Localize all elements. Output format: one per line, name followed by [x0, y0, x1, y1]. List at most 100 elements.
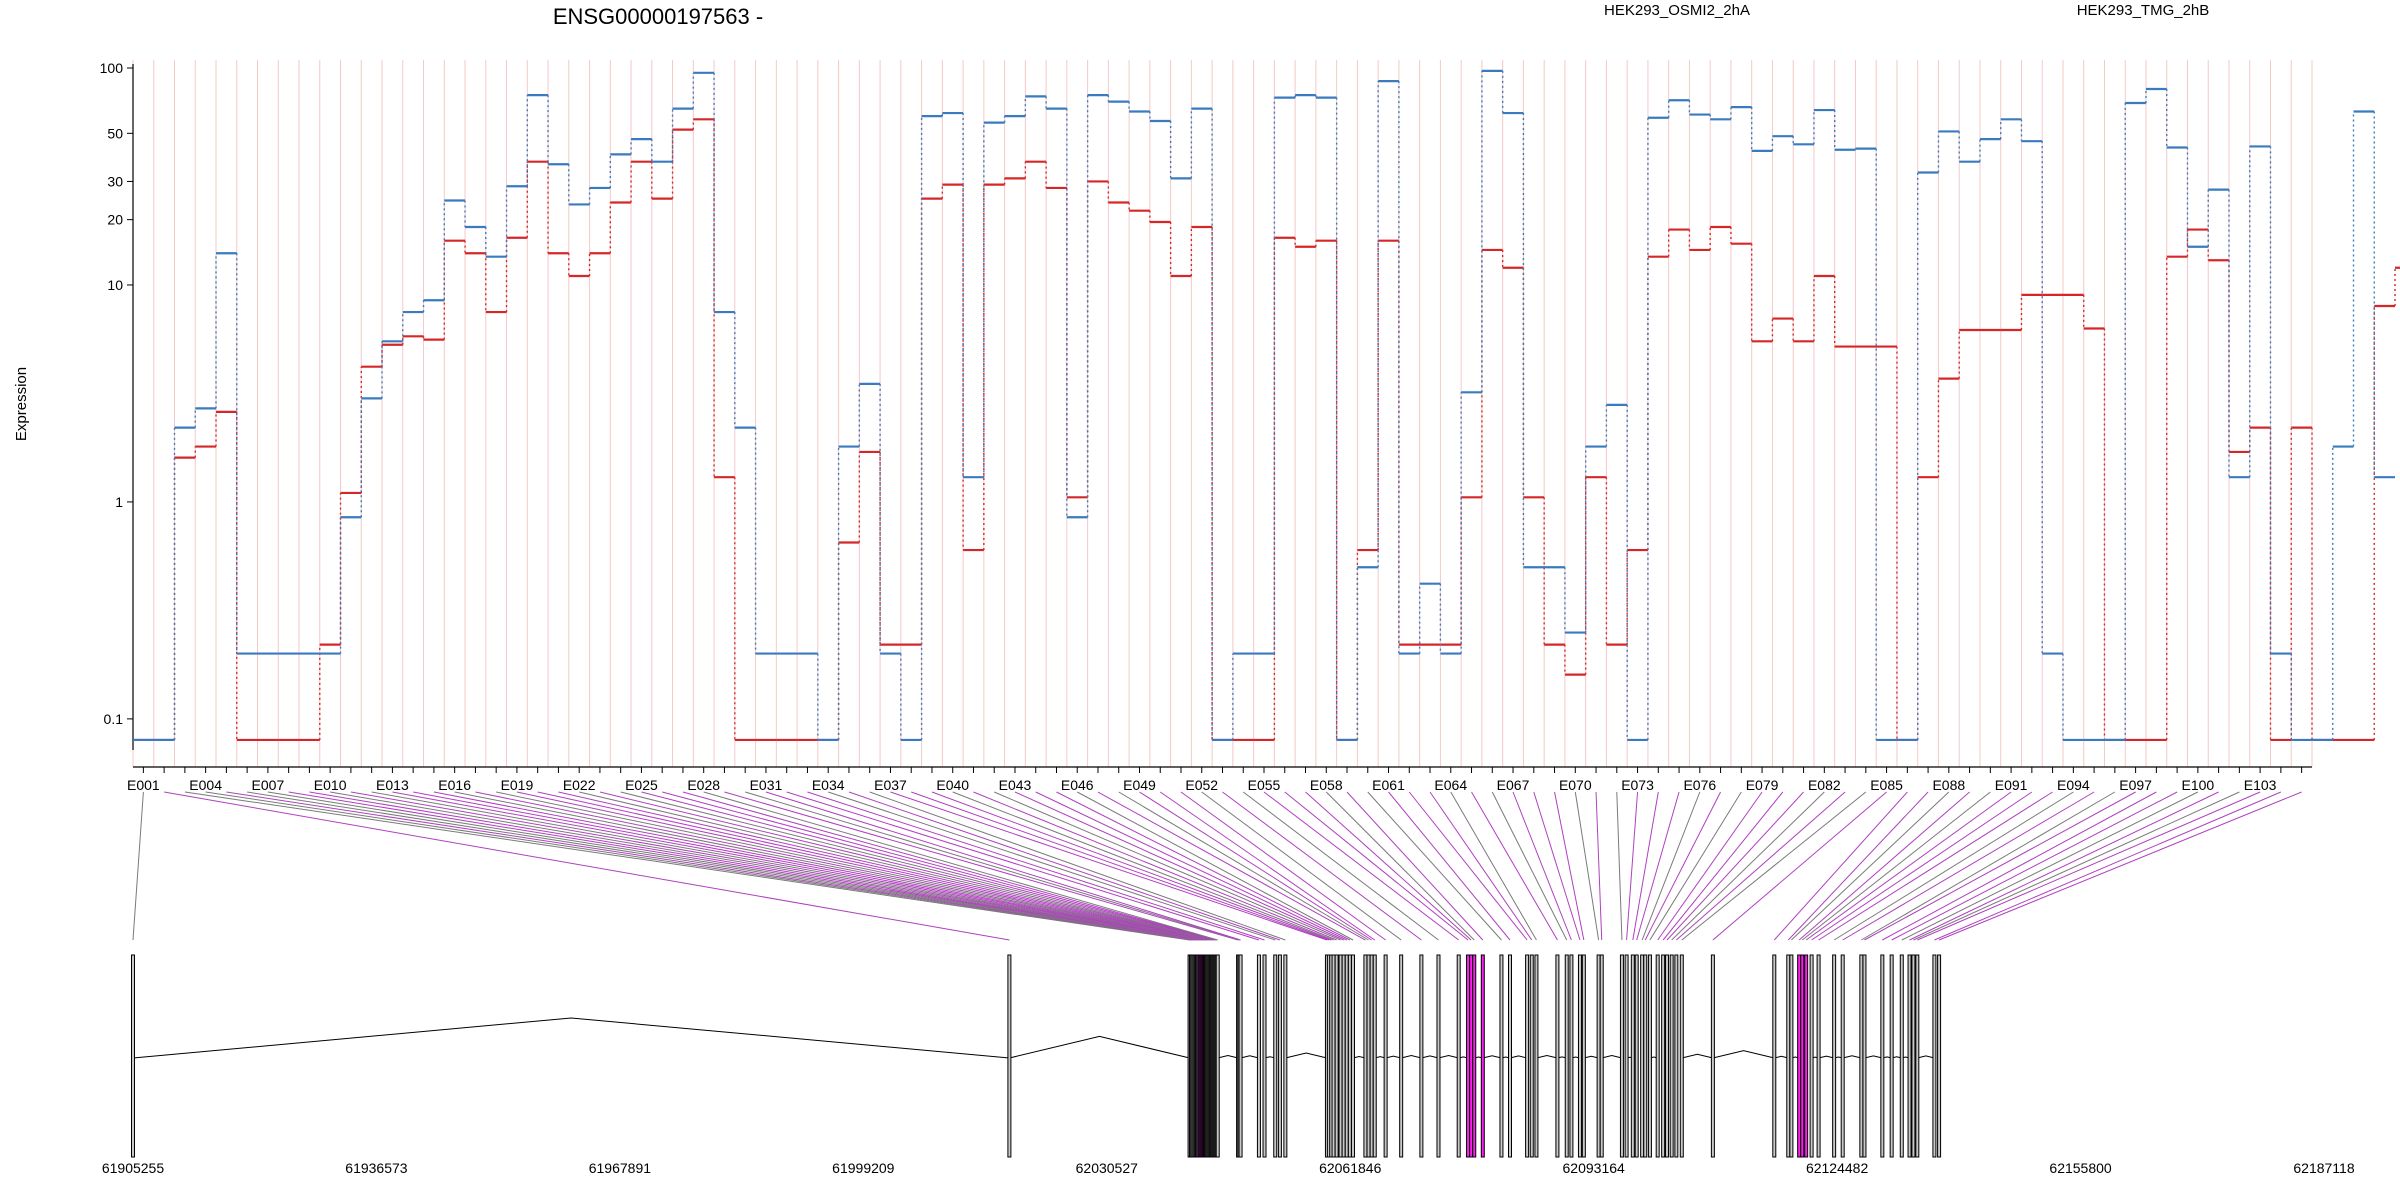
exon-connector — [1818, 791, 2053, 941]
exon-connector — [1616, 791, 1623, 941]
exon-connector — [350, 791, 1200, 941]
exon-connector — [371, 791, 1201, 941]
exon-box — [1283, 954, 1288, 1158]
exon-connector — [869, 791, 1286, 941]
exon-tick-label: E013 — [376, 777, 409, 793]
intron-arc — [1818, 1055, 1835, 1059]
genomic-coordinate-label: 61905255 — [102, 1160, 165, 1176]
exon-box — [1331, 954, 1336, 1158]
exon-connector — [1861, 791, 2116, 941]
y-axis-label: Expression — [13, 367, 30, 441]
exon-box — [1472, 954, 1477, 1158]
exon-box — [1334, 954, 1339, 1158]
exon-connector — [1533, 791, 1581, 941]
intron-arc — [1217, 1055, 1239, 1059]
exon-tick-label: E031 — [750, 777, 783, 793]
exon-box — [1569, 954, 1574, 1158]
exon-connector — [579, 791, 1212, 941]
exon-connector — [1595, 791, 1603, 941]
exon-connector — [786, 791, 1260, 941]
exon-connector — [226, 791, 1193, 941]
y-tick-label: 30 — [107, 173, 123, 189]
exon-connector — [1388, 791, 1511, 941]
exon-connector — [1882, 791, 2157, 941]
exon-connector — [496, 791, 1208, 941]
series-tmg-2hb — [133, 69, 2396, 742]
exon-box — [1809, 954, 1814, 1158]
exon-tick-label: E100 — [2182, 777, 2215, 793]
exon-connector — [267, 791, 1195, 941]
exon-box — [1499, 954, 1504, 1158]
exon-box — [1256, 954, 1261, 1158]
intron-arc — [1385, 1055, 1402, 1059]
intron-arc — [1864, 1055, 1883, 1059]
exon-connector — [1159, 791, 1376, 941]
intron-arc — [1352, 1055, 1366, 1059]
exon-connector — [1773, 791, 1908, 941]
exon-tick-label: E070 — [1559, 777, 1592, 793]
chart-title: ENSG00000197563 - — [553, 4, 763, 29]
exon-box — [1669, 954, 1674, 1158]
exon-box — [1640, 954, 1645, 1158]
exon-box — [1797, 954, 1802, 1158]
exon-tick-label: E010 — [314, 777, 347, 793]
exon-connector — [1901, 791, 2199, 941]
exon-connector — [1222, 791, 1422, 941]
exon-tick-label: E037 — [874, 777, 907, 793]
exon-connector — [309, 791, 1198, 941]
exon-tick-label: E028 — [687, 777, 720, 793]
genomic-coordinate-label: 61967891 — [589, 1160, 652, 1176]
exon-connector — [911, 791, 1330, 941]
exon-connector — [620, 791, 1214, 941]
exon-connector — [1118, 791, 1369, 941]
exon-connector — [1450, 791, 1537, 941]
exon-connector — [205, 791, 1192, 941]
exon-box — [1859, 954, 1864, 1158]
exon-connector — [1891, 791, 2178, 941]
exon-box — [1630, 954, 1635, 1158]
exon-box — [1262, 954, 1267, 1158]
exon-box — [1581, 954, 1586, 1158]
exon-box — [1469, 954, 1474, 1158]
exon-tick-label: E016 — [438, 777, 471, 793]
exon-box — [1277, 954, 1282, 1158]
exon-box — [1832, 954, 1837, 1158]
exon-connector — [1201, 791, 1402, 941]
exon-box — [1800, 954, 1805, 1158]
exon-connector — [931, 791, 1332, 941]
exon-box — [1804, 954, 1809, 1158]
exon-tick-label: E094 — [2057, 777, 2090, 793]
exon-box — [1679, 954, 1684, 1158]
exon-connector — [132, 791, 144, 941]
exon-box — [1344, 954, 1349, 1158]
intron-arc — [1240, 1055, 1260, 1059]
exon-connector — [1554, 791, 1585, 941]
exon-connector — [1014, 791, 1344, 941]
exon-connector — [641, 791, 1215, 941]
y-tick-label: 1 — [115, 494, 123, 510]
intron-arc — [1009, 1035, 1190, 1059]
exon-connector — [765, 791, 1241, 941]
genomic-coordinate-label: 61936573 — [345, 1160, 408, 1176]
exon-connector — [433, 791, 1204, 941]
exon-connector — [475, 791, 1207, 941]
genomic-coordinate-axis: 61905255 61936573 61967891 61999209 62030527… — [102, 1160, 2355, 1176]
exon-connector — [1662, 791, 1784, 941]
exon-connector — [1346, 791, 1484, 941]
exon-tick-label: E061 — [1372, 777, 1405, 793]
exon-connector — [1574, 791, 1600, 941]
intron-arc — [1842, 1055, 1862, 1059]
exon-connector — [1833, 791, 2074, 941]
exon-tick-label: E073 — [1621, 777, 1654, 793]
exon-tick-label: E049 — [1123, 777, 1156, 793]
exon-box — [1399, 954, 1404, 1158]
exon-box — [1456, 954, 1461, 1158]
exon-box — [1419, 954, 1424, 1158]
exon-tick-label: E097 — [2119, 777, 2152, 793]
exon-box — [1529, 954, 1534, 1158]
exon-connector — [247, 791, 1194, 941]
exon-connector — [1805, 791, 2012, 941]
exon-connector — [828, 791, 1276, 941]
exon-box — [1634, 954, 1639, 1158]
exon-box — [1674, 954, 1679, 1158]
